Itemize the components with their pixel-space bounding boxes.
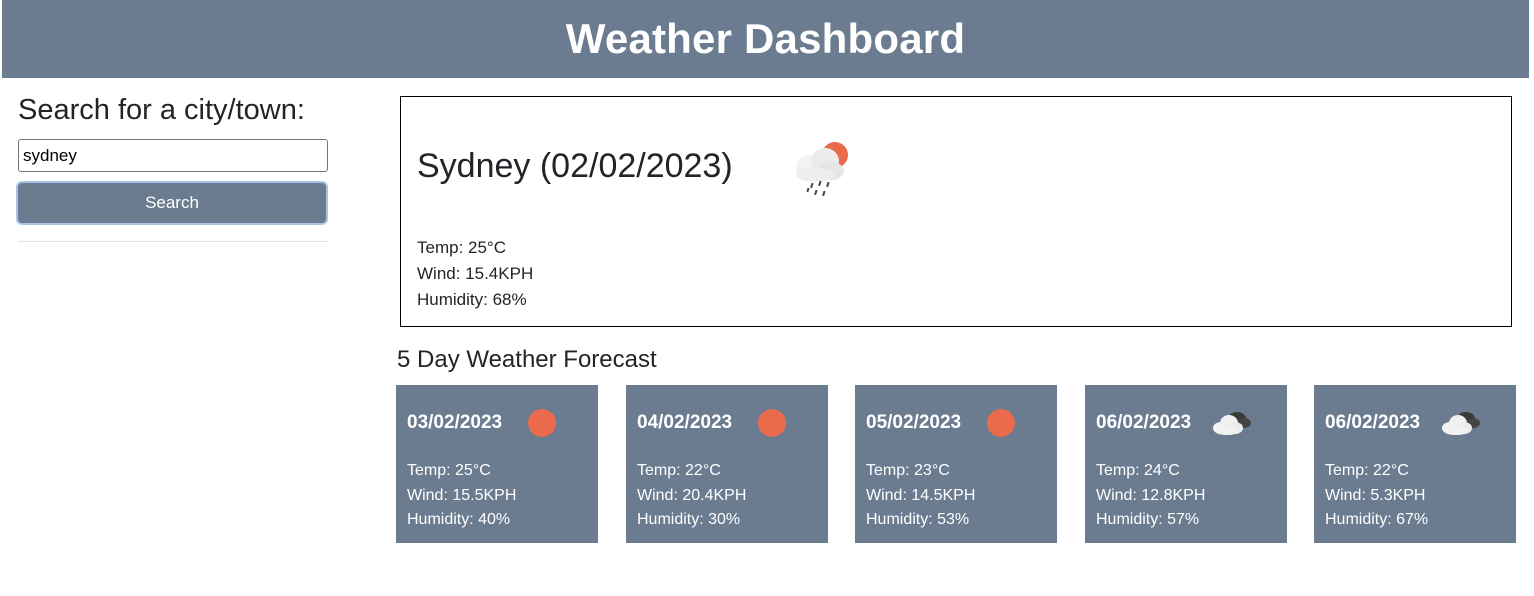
forecast-wind: Wind: 12.8KPH — [1096, 486, 1206, 504]
forecast-date: 05/02/2023 — [866, 412, 962, 433]
forecast-wind: Wind: 5.3KPH — [1325, 486, 1426, 504]
current-weather-panel: Sydney (02/02/2023) Temp: 25°C Wind: 15.… — [400, 96, 1512, 327]
current-wind: Wind: 15.4KPH — [417, 264, 534, 283]
forecast-card: 06/02/2023 Temp: 24°C Wind: 12.8KPH Humi… — [1085, 385, 1287, 543]
forecast-date: 03/02/2023 — [407, 412, 503, 433]
forecast-temp: Temp: 24°C — [1096, 462, 1180, 479]
forecast-humidity: Humidity: 30% — [637, 511, 741, 528]
forecast-date: 06/02/2023 — [1096, 412, 1192, 433]
forecast-card: 05/02/2023 Temp: 23°C Wind: 14.5KPH Humi… — [855, 385, 1057, 543]
city-search-input[interactable] — [18, 139, 328, 172]
sun-icon — [758, 409, 786, 437]
forecast-card: 04/02/2023 Temp: 22°C Wind: 20.4KPH Humi… — [626, 385, 828, 543]
forecast-date: 06/02/2023 — [1325, 412, 1421, 433]
sun-cloud-rain-icon — [796, 142, 848, 197]
forecast-temp: Temp: 25°C — [407, 462, 491, 479]
forecast-card: 03/02/2023 Temp: 25°C Wind: 15.5KPH Humi… — [396, 385, 598, 543]
forecast-temp: Temp: 23°C — [866, 462, 950, 479]
forecast-humidity: Humidity: 53% — [866, 511, 970, 528]
sun-icon — [528, 409, 556, 437]
search-heading: Search for a city/town: — [18, 94, 305, 126]
forecast-wind: Wind: 15.5KPH — [407, 486, 517, 504]
forecast-wind: Wind: 20.4KPH — [637, 486, 747, 504]
current-city-date: Sydney (02/02/2023) — [417, 147, 733, 185]
clouds-icon — [1442, 412, 1480, 435]
forecast-temp: Temp: 22°C — [637, 462, 721, 479]
forecast-date: 04/02/2023 — [637, 412, 733, 433]
forecast-heading: 5 Day Weather Forecast — [397, 346, 657, 373]
clouds-icon — [1213, 412, 1251, 435]
search-button[interactable]: Search — [16, 181, 328, 225]
sun-icon — [987, 409, 1015, 437]
header-bar: Weather Dashboard — [2, 0, 1529, 78]
forecast-temp: Temp: 22°C — [1325, 462, 1409, 479]
current-humidity: Humidity: 68% — [417, 290, 527, 309]
forecast-card: 06/02/2023 Temp: 22°C Wind: 5.3KPH Humid… — [1314, 385, 1516, 543]
search-history-divider — [18, 241, 328, 242]
page-title: Weather Dashboard — [565, 15, 966, 62]
forecast-wind: Wind: 14.5KPH — [866, 486, 976, 504]
forecast-humidity: Humidity: 57% — [1096, 511, 1200, 528]
forecast-humidity: Humidity: 40% — [407, 511, 511, 528]
current-temp: Temp: 25°C — [417, 238, 507, 257]
forecast-humidity: Humidity: 67% — [1325, 511, 1429, 528]
